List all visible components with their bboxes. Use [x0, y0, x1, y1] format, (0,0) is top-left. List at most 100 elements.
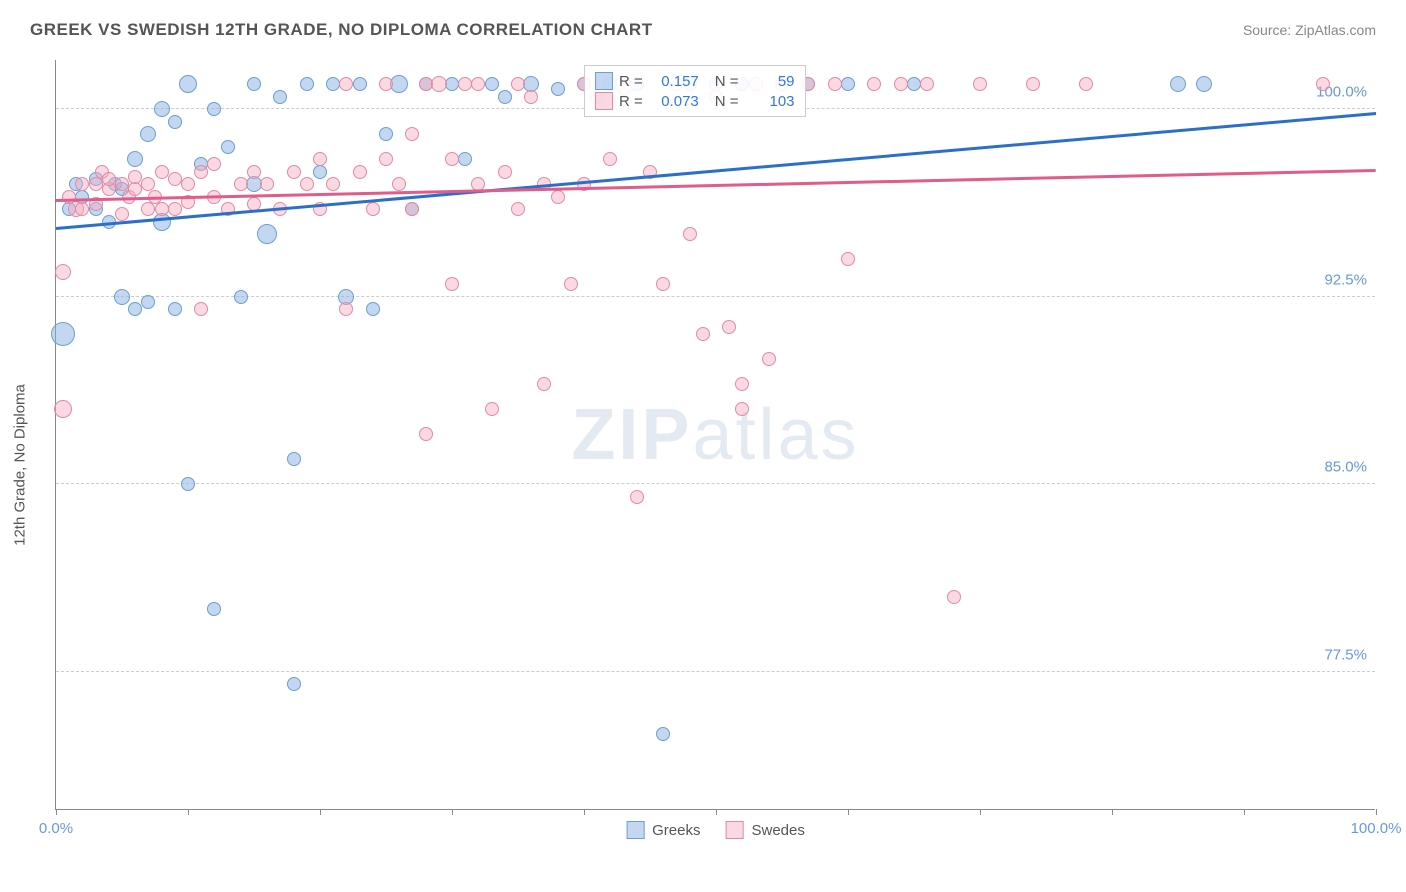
scatter-point [75, 202, 89, 216]
scatter-point [115, 207, 129, 221]
scatter-point [894, 77, 908, 91]
source-label: Source: ZipAtlas.com [1243, 22, 1376, 38]
scatter-point [287, 452, 301, 466]
legend-item: Greeks [626, 821, 700, 839]
scatter-point [405, 127, 419, 141]
y-axis-label: 12th Grade, No Diploma [12, 384, 29, 546]
legend-swatch [595, 72, 613, 90]
scatter-point [300, 177, 314, 191]
scatter-point [379, 77, 393, 91]
stats-box: R =0.157N =59R =0.073N =103 [584, 65, 806, 117]
legend: Greeks Swedes [626, 821, 805, 839]
scatter-point [207, 157, 221, 171]
gridline [56, 671, 1375, 672]
chart-container: 12th Grade, No Diploma ZIPatlas 77.5%85.… [0, 50, 1406, 880]
scatter-point [194, 165, 208, 179]
scatter-point [656, 277, 670, 291]
chart-header: GREEK VS SWEDISH 12TH GRADE, NO DIPLOMA … [0, 0, 1406, 50]
scatter-point [168, 172, 182, 186]
scatter-point [445, 77, 459, 91]
scatter-point [155, 165, 169, 179]
scatter-point [603, 152, 617, 166]
scatter-point [551, 190, 565, 204]
scatter-point [973, 77, 987, 91]
scatter-point [511, 202, 525, 216]
plot-area: ZIPatlas 77.5%85.0%92.5%100.0%0.0%100.0%… [55, 60, 1375, 810]
scatter-point [89, 177, 103, 191]
xtick-label: 100.0% [1351, 820, 1402, 837]
scatter-point [379, 152, 393, 166]
scatter-point [181, 477, 195, 491]
scatter-point [735, 377, 749, 391]
scatter-point [353, 77, 367, 91]
scatter-point [260, 177, 274, 191]
gridline [56, 483, 1375, 484]
scatter-point [947, 590, 961, 604]
scatter-point [379, 127, 393, 141]
scatter-point [564, 277, 578, 291]
scatter-point [1079, 77, 1093, 91]
scatter-point [419, 427, 433, 441]
gridline [56, 296, 1375, 297]
scatter-point [194, 302, 208, 316]
stats-row: R =0.157N =59 [595, 72, 795, 90]
scatter-point [867, 77, 881, 91]
scatter-point [458, 77, 472, 91]
scatter-point [907, 77, 921, 91]
scatter-point [696, 327, 710, 341]
scatter-point [1196, 76, 1212, 92]
chart-title: GREEK VS SWEDISH 12TH GRADE, NO DIPLOMA … [30, 20, 653, 40]
scatter-point [366, 302, 380, 316]
scatter-point [55, 264, 71, 280]
scatter-point [841, 77, 855, 91]
xtick [848, 809, 849, 815]
scatter-point [1316, 77, 1330, 91]
scatter-point [353, 165, 367, 179]
scatter-point [155, 202, 169, 216]
scatter-point [841, 252, 855, 266]
scatter-point [141, 202, 155, 216]
scatter-point [630, 490, 644, 504]
ytick-label: 77.5% [1324, 646, 1367, 663]
scatter-point [207, 602, 221, 616]
scatter-point [458, 152, 472, 166]
xtick [188, 809, 189, 815]
scatter-point [485, 402, 499, 416]
scatter-point [683, 227, 697, 241]
scatter-point [257, 224, 277, 244]
scatter-point [114, 289, 130, 305]
scatter-point [128, 302, 142, 316]
scatter-point [445, 277, 459, 291]
xtick [716, 809, 717, 815]
scatter-point [498, 90, 512, 104]
scatter-point [234, 177, 248, 191]
scatter-point [247, 77, 261, 91]
scatter-point [75, 177, 89, 191]
scatter-point [221, 140, 235, 154]
scatter-point [127, 151, 143, 167]
xtick [1112, 809, 1113, 815]
scatter-point [140, 126, 156, 142]
scatter-point [273, 90, 287, 104]
scatter-point [141, 295, 155, 309]
watermark: ZIPatlas [571, 394, 859, 476]
scatter-point [431, 76, 447, 92]
scatter-point [128, 182, 142, 196]
scatter-point [326, 77, 340, 91]
xtick [320, 809, 321, 815]
xtick [584, 809, 585, 815]
scatter-point [168, 115, 182, 129]
scatter-point [154, 101, 170, 117]
legend-swatch [626, 821, 644, 839]
legend-item: Swedes [725, 821, 804, 839]
scatter-point [471, 77, 485, 91]
scatter-point [551, 82, 565, 96]
scatter-point [326, 177, 340, 191]
scatter-point [1026, 77, 1040, 91]
scatter-point [722, 320, 736, 334]
scatter-point [405, 202, 419, 216]
scatter-point [300, 77, 314, 91]
xtick [56, 809, 57, 815]
scatter-point [181, 177, 195, 191]
scatter-point [498, 165, 512, 179]
